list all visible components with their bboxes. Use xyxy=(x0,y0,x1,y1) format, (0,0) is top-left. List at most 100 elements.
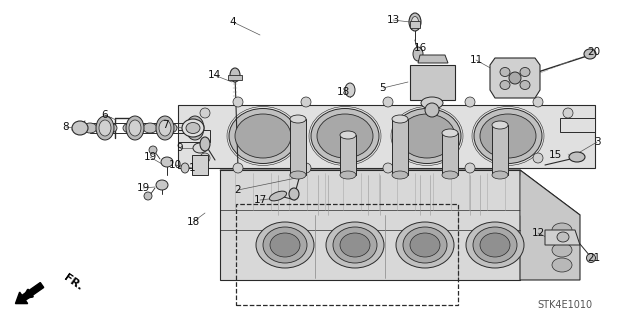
Text: 18: 18 xyxy=(337,87,349,97)
Ellipse shape xyxy=(409,13,421,31)
Ellipse shape xyxy=(289,188,299,200)
Ellipse shape xyxy=(200,108,210,118)
Ellipse shape xyxy=(189,120,201,136)
Polygon shape xyxy=(545,230,580,245)
Ellipse shape xyxy=(301,97,311,107)
Ellipse shape xyxy=(393,108,461,164)
Bar xyxy=(340,135,356,175)
Ellipse shape xyxy=(425,103,439,117)
Ellipse shape xyxy=(181,163,189,173)
Ellipse shape xyxy=(399,114,455,158)
FancyArrow shape xyxy=(15,283,44,304)
Polygon shape xyxy=(220,170,580,215)
Text: 17: 17 xyxy=(253,195,267,205)
Ellipse shape xyxy=(143,123,157,133)
Ellipse shape xyxy=(403,227,447,263)
Polygon shape xyxy=(178,105,595,168)
Ellipse shape xyxy=(149,146,157,154)
Ellipse shape xyxy=(103,123,117,133)
Text: 10: 10 xyxy=(168,160,182,170)
Ellipse shape xyxy=(586,254,595,263)
Polygon shape xyxy=(220,170,520,280)
Polygon shape xyxy=(560,118,595,132)
Ellipse shape xyxy=(229,108,297,164)
Ellipse shape xyxy=(126,116,144,140)
Bar xyxy=(492,125,508,175)
Text: 19: 19 xyxy=(143,152,157,162)
Ellipse shape xyxy=(290,171,306,179)
Text: 18: 18 xyxy=(186,217,200,227)
Ellipse shape xyxy=(442,171,458,179)
Ellipse shape xyxy=(156,180,168,190)
Ellipse shape xyxy=(159,120,171,136)
Ellipse shape xyxy=(161,157,173,167)
Ellipse shape xyxy=(474,108,542,164)
Text: 5: 5 xyxy=(380,83,387,93)
Ellipse shape xyxy=(270,233,300,257)
Ellipse shape xyxy=(552,223,572,237)
Ellipse shape xyxy=(333,227,377,263)
Text: 12: 12 xyxy=(531,228,545,238)
Ellipse shape xyxy=(269,191,287,201)
Bar xyxy=(392,119,408,175)
Ellipse shape xyxy=(520,68,530,77)
Ellipse shape xyxy=(492,171,508,179)
Ellipse shape xyxy=(186,122,200,133)
Ellipse shape xyxy=(552,258,572,272)
Polygon shape xyxy=(490,58,540,98)
Ellipse shape xyxy=(500,80,510,90)
Text: STK4E1010: STK4E1010 xyxy=(538,300,593,310)
Ellipse shape xyxy=(340,233,370,257)
Text: 4: 4 xyxy=(230,17,236,27)
Text: 15: 15 xyxy=(548,150,562,160)
Ellipse shape xyxy=(520,80,530,90)
Ellipse shape xyxy=(183,123,197,133)
Text: 6: 6 xyxy=(102,110,108,120)
Ellipse shape xyxy=(533,153,543,163)
Ellipse shape xyxy=(200,153,210,163)
Ellipse shape xyxy=(396,222,454,268)
Ellipse shape xyxy=(413,47,423,61)
Ellipse shape xyxy=(311,108,379,164)
Ellipse shape xyxy=(233,97,243,107)
Text: 7: 7 xyxy=(162,120,168,130)
Ellipse shape xyxy=(480,114,536,158)
Text: 13: 13 xyxy=(387,15,399,25)
Bar xyxy=(442,133,458,175)
Ellipse shape xyxy=(340,131,356,139)
Ellipse shape xyxy=(163,123,177,133)
Ellipse shape xyxy=(326,222,384,268)
Text: 16: 16 xyxy=(413,43,427,53)
Text: 11: 11 xyxy=(469,55,483,65)
Ellipse shape xyxy=(383,163,393,173)
Ellipse shape xyxy=(186,116,204,140)
Ellipse shape xyxy=(290,115,306,123)
Polygon shape xyxy=(520,170,580,280)
Ellipse shape xyxy=(144,192,152,200)
Ellipse shape xyxy=(500,68,510,77)
Ellipse shape xyxy=(317,114,373,158)
Ellipse shape xyxy=(383,97,393,107)
Ellipse shape xyxy=(421,97,443,109)
Ellipse shape xyxy=(569,152,585,162)
Text: 20: 20 xyxy=(588,47,600,57)
Ellipse shape xyxy=(301,163,311,173)
Bar xyxy=(410,21,420,28)
Ellipse shape xyxy=(465,163,475,173)
Ellipse shape xyxy=(480,233,510,257)
Ellipse shape xyxy=(410,233,440,257)
Ellipse shape xyxy=(182,119,204,137)
Polygon shape xyxy=(178,130,210,142)
Ellipse shape xyxy=(392,171,408,179)
Ellipse shape xyxy=(99,120,111,136)
Ellipse shape xyxy=(156,116,174,140)
Ellipse shape xyxy=(392,115,408,123)
Ellipse shape xyxy=(235,114,291,158)
Bar xyxy=(236,204,458,305)
Ellipse shape xyxy=(533,97,543,107)
Ellipse shape xyxy=(123,123,137,133)
Ellipse shape xyxy=(465,97,475,107)
Polygon shape xyxy=(228,75,242,80)
Ellipse shape xyxy=(263,227,307,263)
Text: 14: 14 xyxy=(207,70,221,80)
